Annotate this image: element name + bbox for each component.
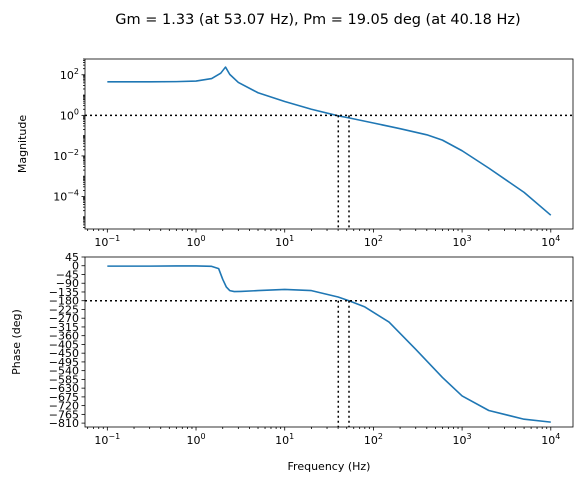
magnitude-x-tick-label: 102: [364, 234, 383, 249]
phase-x-tick-label: 103: [453, 432, 472, 447]
magnitude-plot: 10−1 100 101 102 103 104 102 100 10−2 10−4 Magnitu…: [16, 58, 574, 249]
phase-x-tick-label: 102: [364, 432, 383, 447]
phase-y-tick-label: −90: [56, 277, 79, 290]
figure-title: Gm = 1.33 (at 53.07 Hz), Pm = 19.05 deg …: [115, 12, 520, 28]
magnitude-axes-frame: [84, 58, 574, 230]
magnitude-y-axis-label: Magnitude: [16, 115, 29, 174]
phase-y-tick-label: −810: [49, 417, 79, 430]
phase-plot: 10−1 100 101 102 103 104 450−45−90−135−180−225…: [10, 251, 574, 473]
phase-y-tick-label: −765: [49, 408, 79, 421]
phase-y-tick-label: −585: [49, 373, 79, 386]
magnitude-series-line: [107, 66, 552, 216]
magnitude-y-tick-label: 10−2: [53, 148, 79, 163]
magnitude-x-tick-label: 104: [541, 234, 560, 249]
phase-y-tick-label: −495: [49, 356, 79, 369]
phase-y-axis-label: Phase (deg): [10, 309, 23, 375]
phase-x-tick-label: 100: [186, 432, 205, 447]
magnitude-x-tick-label: 10−1: [94, 234, 120, 249]
phase-y-tick-label: −315: [49, 321, 79, 334]
magnitude-x-tick-label: 103: [453, 234, 472, 249]
phase-y-tick-label: −675: [49, 391, 79, 404]
phase-y-tick-label: −180: [49, 295, 79, 308]
magnitude-y-tick-label: 102: [60, 67, 79, 82]
phase-x-tick-label: 104: [541, 432, 560, 447]
phase-y-tick-label: −135: [49, 286, 79, 299]
phase-y-tick-label: −450: [49, 347, 79, 360]
phase-y-tick-label: −630: [49, 382, 79, 395]
magnitude-x-tick-label: 101: [275, 234, 294, 249]
phase-y-tick-label: −225: [49, 303, 79, 316]
phase-y-tick-label: 45: [65, 251, 79, 264]
magnitude-x-tick-label: 100: [186, 234, 205, 249]
phase-series-line: [107, 265, 551, 423]
phase-x-tick-label: 101: [275, 432, 294, 447]
phase-x-tick-label: 10−1: [94, 432, 120, 447]
magnitude-y-tick-label: 10−4: [53, 189, 79, 204]
phase-y-tick-label: −540: [49, 365, 79, 378]
phase-x-axis-label: Frequency (Hz): [288, 460, 371, 473]
phase-y-tick-label: 0: [72, 260, 79, 273]
phase-axes-frame: [84, 256, 574, 428]
phase-y-tick-label: −405: [49, 338, 79, 351]
phase-y-tick-label: −360: [49, 330, 79, 343]
magnitude-y-tick-label: 100: [60, 107, 79, 122]
phase-y-tick-label: −270: [49, 312, 79, 325]
phase-y-tick-label: −45: [56, 268, 79, 281]
phase-y-tick-label: −720: [49, 400, 79, 413]
